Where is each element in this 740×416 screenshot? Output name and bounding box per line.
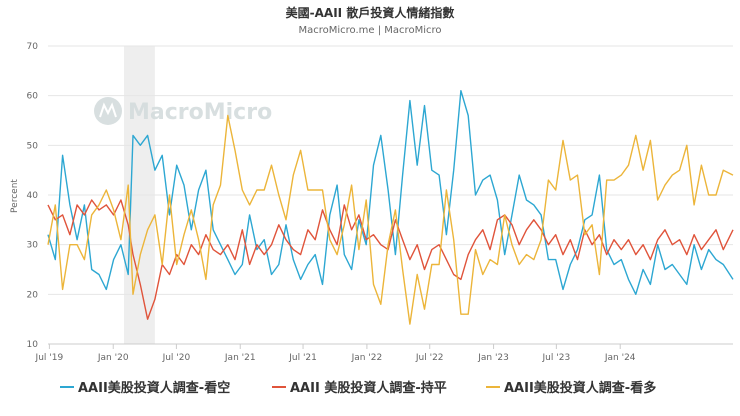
series-line-0	[47, 89, 734, 295]
legend-label: AAII 美股投資人調查-持平	[290, 380, 447, 396]
x-tick-label: Jan '21	[224, 353, 256, 363]
y-tick-label: 40	[27, 191, 39, 201]
series-line-2	[47, 114, 734, 325]
watermark: MacroMicro	[94, 97, 272, 125]
chart-title: 美國-AAII 散戶投資人情緒指數	[286, 5, 455, 20]
x-tick-label: Jul '23	[542, 353, 571, 363]
y-tick-label: 10	[27, 340, 39, 350]
legend-item-0[interactable]: AAII美股投資人調查-看空	[60, 380, 230, 396]
chart-subtitle: MacroMicro.me | MacroMicro	[299, 25, 442, 36]
x-tick-label: Jul '20	[162, 353, 191, 363]
watermark-text: MacroMicro	[128, 100, 272, 125]
y-tick-label: 20	[27, 290, 39, 300]
legend: AAII美股投資人調查-看空 AAII 美股投資人調查-持平 AAII美股投資人調查…	[60, 380, 656, 396]
y-tick-label: 70	[27, 42, 39, 52]
x-axis-ticks: Jul '19 Jan '20 Jul '20 Jan '21 Jul '21 Jan '…	[35, 344, 636, 363]
x-tick-label: Jul '22	[415, 353, 444, 363]
legend-item-2[interactable]: AAII美股投資人調查-看多	[486, 380, 656, 396]
legend-label: AAII美股投資人調查-看空	[78, 380, 230, 396]
series-lines	[47, 89, 734, 325]
y-axis-ticks: 10 20 30 40 50 60 70	[27, 42, 39, 350]
y-axis-title: Percent	[10, 179, 20, 213]
y-tick-label: 60	[27, 92, 39, 102]
x-tick-label: Jul '19	[35, 353, 64, 363]
x-tick-label: Jan '22	[351, 353, 383, 363]
y-tick-label: 50	[27, 141, 39, 151]
legend-item-1[interactable]: AAII 美股投資人調查-持平	[272, 380, 447, 396]
watermark-logo-mark-icon	[99, 102, 117, 118]
x-tick-label: Jan '24	[604, 353, 636, 363]
gridlines	[48, 45, 733, 295]
y-tick-label: 30	[27, 241, 39, 251]
x-tick-label: Jul '21	[288, 353, 317, 363]
x-tick-label: Jan '20	[97, 353, 129, 363]
x-tick-label: Jan '23	[477, 353, 509, 363]
legend-label: AAII美股投資人調查-看多	[504, 380, 656, 396]
